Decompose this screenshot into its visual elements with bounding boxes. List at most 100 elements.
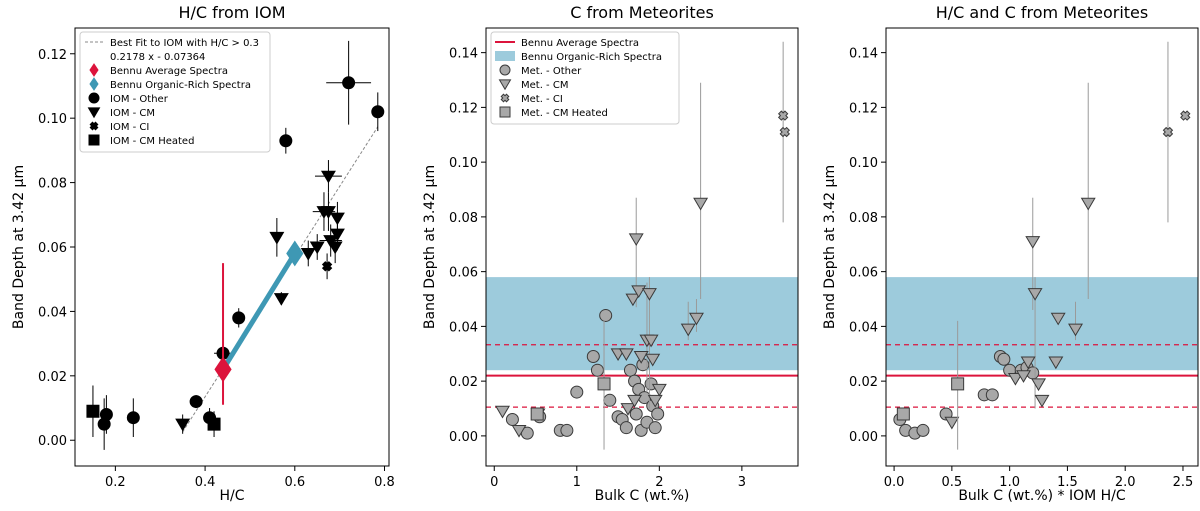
x-tick-label: 0.8 bbox=[374, 475, 395, 490]
bennu-average-marker bbox=[214, 356, 232, 383]
data-point bbox=[1007, 372, 1023, 386]
data-point bbox=[1020, 356, 1036, 370]
data-point bbox=[643, 334, 659, 348]
data-point bbox=[1016, 370, 1031, 383]
y-tick-label: 0.14 bbox=[849, 47, 878, 62]
legend-entry: Bennu Average Spectra bbox=[89, 63, 228, 77]
legend-swatch bbox=[87, 107, 101, 119]
data-point bbox=[1080, 197, 1096, 211]
panel-hc-c-meteorites: 0.0 0.5 1.0 1.5 2.0 2.5 0.00 0.02 0.04 0.06 0.08 0.… bbox=[822, 3, 1199, 504]
y-tick-label: 0.00 bbox=[38, 434, 67, 449]
series-tri bbox=[944, 82, 1096, 430]
y-axis-label: Band Depth at 3.42 µm bbox=[822, 165, 838, 329]
legend-swatch bbox=[89, 121, 99, 131]
legend-swatch bbox=[499, 64, 511, 76]
data-point bbox=[321, 261, 333, 272]
y-tick-label: 0.08 bbox=[849, 211, 878, 226]
data-point bbox=[985, 388, 999, 402]
legend: Bennu Average Spectra Bennu Organic-Rich … bbox=[490, 31, 680, 125]
x-tick-label: 0.0 bbox=[884, 475, 905, 490]
data-point bbox=[511, 424, 527, 438]
data-point bbox=[777, 110, 789, 121]
x-tick-label: 1.5 bbox=[1057, 475, 1078, 490]
x-tick-label: 2 bbox=[655, 475, 663, 490]
data-point bbox=[300, 247, 316, 261]
y-tick-label: 0.10 bbox=[449, 156, 478, 171]
bennu-organic-marker bbox=[286, 240, 304, 267]
data-point bbox=[618, 348, 634, 362]
data-point bbox=[951, 377, 965, 391]
y-tick-label: 0.10 bbox=[849, 156, 878, 171]
series-square bbox=[896, 320, 965, 450]
data-point bbox=[997, 352, 1011, 366]
data-point bbox=[371, 105, 385, 119]
bennu-organic-band bbox=[886, 277, 1198, 371]
data-point bbox=[651, 383, 667, 397]
data-point bbox=[689, 312, 704, 326]
legend-swatch bbox=[89, 63, 99, 77]
legend-label: IOM - Other bbox=[110, 94, 169, 105]
panel-c-meteorites: 0 1 2 3 0.00 0.02 0.04 0.06 0.08 0.10 0.12 0.14 C fr… bbox=[422, 3, 799, 504]
data-point bbox=[1050, 312, 1066, 326]
y-tick-label: 0.10 bbox=[38, 112, 67, 127]
data-point bbox=[597, 377, 611, 391]
legend: Best Fit to IOM with H/C > 0.3 0.2178 x -… bbox=[79, 31, 271, 153]
data-point bbox=[99, 407, 113, 421]
bennu-organic-line bbox=[220, 252, 297, 371]
legend-label: 0.2178 x - 0.07364 bbox=[110, 52, 205, 63]
data-point bbox=[207, 417, 221, 431]
data-point bbox=[320, 206, 336, 219]
x-axis-label: Bulk C (wt.%) * IOM H/C bbox=[958, 488, 1126, 504]
y-tick-label: 0.12 bbox=[849, 101, 878, 116]
y-tick-label: 0.00 bbox=[449, 430, 478, 445]
data-point bbox=[648, 421, 662, 435]
legend-entry: Bennu Organic-Rich Spectra bbox=[89, 77, 251, 91]
data-point bbox=[619, 421, 633, 435]
legend-entry: Bennu Organic-Rich Spectra bbox=[495, 51, 662, 63]
y-axis-label: Band Depth at 3.42 µm bbox=[422, 165, 438, 329]
legend-swatch bbox=[498, 79, 512, 91]
x-tick-label: 3 bbox=[738, 475, 746, 490]
axes-frame bbox=[885, 27, 1199, 467]
legend-label: IOM - CI bbox=[110, 122, 149, 133]
series-square bbox=[86, 385, 221, 438]
data-point bbox=[680, 323, 696, 337]
data-point bbox=[342, 76, 356, 90]
legend-entry: Best Fit to IOM with H/C > 0.3 bbox=[85, 38, 259, 49]
x-tick-label: 0 bbox=[490, 475, 498, 490]
axes-frame bbox=[485, 27, 799, 467]
legend-swatch bbox=[88, 134, 100, 146]
data-point bbox=[329, 212, 345, 226]
data-point bbox=[627, 394, 643, 408]
y-tick-label: 0.12 bbox=[449, 101, 478, 116]
legend-entry: IOM - Other bbox=[88, 92, 169, 105]
y-tick-label: 0.04 bbox=[849, 320, 878, 335]
x-tick-label: 1.0 bbox=[999, 475, 1020, 490]
series-x bbox=[321, 253, 333, 280]
legend-swatch bbox=[500, 93, 510, 103]
legend-entry: Bennu Average Spectra bbox=[495, 38, 639, 49]
series-circle bbox=[97, 40, 385, 450]
data-point bbox=[1034, 394, 1050, 408]
legend-label: Best Fit to IOM with H/C > 0.3 bbox=[110, 38, 259, 49]
y-tick-label: 0.04 bbox=[449, 320, 478, 335]
data-point bbox=[327, 241, 343, 255]
data-point bbox=[651, 407, 665, 421]
data-point bbox=[628, 233, 644, 247]
data-point bbox=[779, 126, 791, 138]
y-tick-label: 0.06 bbox=[38, 241, 67, 256]
x-axis-label: H/C bbox=[219, 488, 244, 504]
panel-iom-hc: 0.2 0.4 0.6 0.8 0.00 0.02 0.04 0.06 0.08 0.10 0.12… bbox=[11, 3, 395, 504]
legend-entry: IOM - CM Heated bbox=[88, 134, 194, 147]
data-point bbox=[944, 416, 960, 430]
data-point bbox=[1027, 288, 1043, 301]
legend-label: Met. - Other bbox=[521, 66, 582, 77]
data-point bbox=[232, 311, 246, 325]
legend-entry: Met. - Other bbox=[499, 64, 582, 77]
series-tri bbox=[495, 82, 709, 438]
legend-swatch bbox=[499, 106, 511, 118]
data-point bbox=[505, 412, 519, 426]
data-point bbox=[631, 285, 647, 299]
legend-label: Met. - CM Heated bbox=[521, 108, 608, 119]
y-tick-label: 0.02 bbox=[849, 375, 878, 390]
